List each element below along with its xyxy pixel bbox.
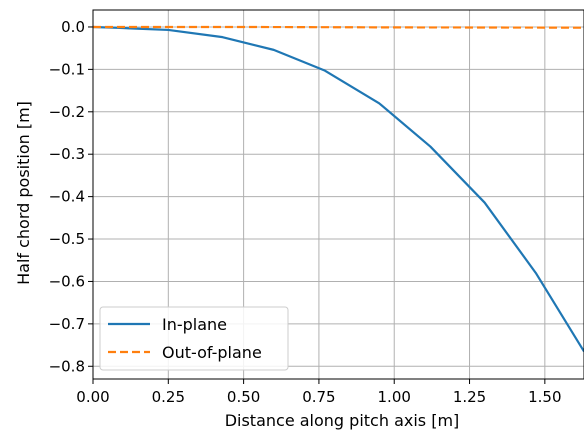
x-tick-label: 1.50 [528,388,561,406]
x-tick-label: 0.75 [302,388,335,406]
y-axis-label: Half chord position [m] [14,101,33,285]
x-tick-label: 0.50 [227,388,260,406]
y-tick-label: −0.5 [49,230,85,248]
legend-label-in-plane: In-plane [162,315,227,334]
grid [92,10,584,379]
series-line-out-of-plane [93,25,584,29]
x-tick-label: 1.00 [378,388,411,406]
x-axis-label: Distance along pitch axis [m] [225,411,460,430]
y-tick-label: −0.7 [49,315,85,333]
y-tick-label: −0.6 [49,272,85,290]
plot-frame [92,9,584,380]
x-ticks: 0.00 0.25 0.50 0.75 1.00 1.25 1.50 [76,379,562,406]
x-tick-label: 0.25 [152,388,185,406]
y-tick-label: −0.8 [49,357,85,375]
y-tick-label: −0.4 [49,188,85,206]
series-line-in-plane [93,25,584,353]
x-tick-label: 0.00 [76,388,109,406]
y-tick-label: −0.1 [49,60,85,78]
y-tick-label: −0.3 [49,145,85,163]
legend: In-plane Out-of-plane [99,306,289,371]
legend-box [99,306,289,371]
y-tick-label: −0.2 [49,103,85,121]
x-tick-label: 1.25 [453,388,486,406]
y-tick-label: 0.0 [61,18,85,36]
legend-label-out-of-plane: Out-of-plane [162,343,262,362]
series-layer [93,25,584,353]
y-ticks: 0.0 −0.1 −0.2 −0.3 −0.4 −0.5 −0.6 −0.7 −0.8 [49,18,93,375]
